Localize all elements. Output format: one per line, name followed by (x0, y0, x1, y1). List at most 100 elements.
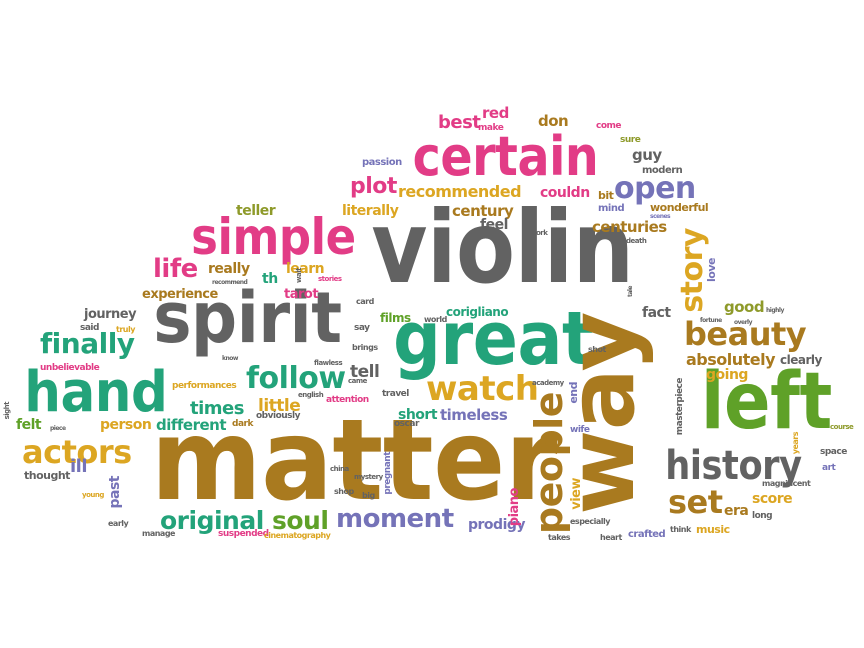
word-card: card (356, 297, 374, 306)
word-overly: overly (734, 319, 753, 326)
word-wife: wife (570, 425, 590, 435)
word-early: early (108, 519, 129, 528)
word-really: really (208, 261, 250, 277)
word-death: death (626, 237, 647, 245)
word-manage: manage (142, 529, 175, 538)
word-mind: mind (598, 203, 625, 214)
word-work: work (530, 229, 548, 237)
word-going: going (706, 367, 748, 383)
word-crafted: crafted (628, 529, 666, 540)
word-especially: especially (570, 517, 610, 526)
word-corigliano: corigliano (446, 305, 509, 319)
word-story: story (675, 228, 710, 313)
word-came: came (348, 377, 367, 385)
word-say: say (354, 323, 370, 333)
word-times: times (190, 398, 244, 419)
word-attention: attention (326, 395, 369, 405)
word-stories: stories (318, 275, 342, 283)
word-space: space (820, 447, 847, 457)
word-spirit: spirit (153, 277, 342, 359)
word-shot: shot (588, 345, 606, 354)
word-suspended: suspended (218, 529, 269, 539)
word-short: short (398, 407, 438, 423)
word-end: end (567, 382, 580, 404)
word-ill: ill (70, 456, 88, 477)
word-young: young (82, 491, 104, 499)
word-recommended: recommended (398, 182, 522, 201)
word-view: view (569, 478, 584, 510)
word-long: long (752, 511, 773, 521)
word-clearly: clearly (780, 353, 822, 367)
word-oscar: oscar (394, 419, 419, 429)
word-highly: highly (766, 307, 784, 314)
word-know: know (222, 355, 238, 362)
word-world: world (424, 315, 447, 324)
word-thought: thought (24, 469, 70, 482)
word-make: make (478, 123, 504, 133)
word-plot: plot (350, 174, 397, 199)
word-fact: fact (642, 305, 671, 321)
word-open: open (614, 171, 696, 206)
word-violin: violin (371, 189, 634, 306)
word-think: think (670, 525, 691, 534)
word-fortune: fortune (700, 317, 722, 324)
word-wait: wait (295, 268, 303, 283)
word-art: art (822, 463, 836, 473)
word-actors: actors (22, 433, 132, 471)
word-score: score (752, 491, 793, 507)
word-dark: dark (232, 419, 253, 429)
word-tell: tell (350, 362, 380, 382)
word-beauty: beauty (684, 315, 807, 353)
word-tale: tale (627, 286, 634, 298)
word-truly: truly (116, 325, 135, 334)
word-performances: performances (172, 381, 237, 391)
word-said: said (80, 323, 99, 333)
word-different: different (156, 416, 227, 434)
word-takes: takes (548, 533, 571, 542)
word-tarot: tarot (284, 287, 319, 302)
word-piece: piece (50, 425, 66, 432)
word-piano: piano (507, 488, 522, 527)
word-best: best (438, 112, 481, 133)
word-felt: felt (16, 417, 42, 433)
word-moment: moment (336, 504, 454, 534)
word-finally: finally (40, 327, 135, 360)
word-pregnant: pregnant (383, 452, 393, 495)
word-obviously: obviously (256, 411, 300, 421)
word-simple: simple (191, 208, 356, 266)
word-journey: journey (84, 307, 137, 322)
word-timeless: timeless (440, 406, 508, 424)
word-english: english (298, 391, 324, 399)
word-past: past (107, 476, 123, 509)
word-left: left (700, 357, 832, 447)
word-soul: soul (272, 506, 329, 535)
word-absolutely: absolutely (686, 350, 776, 369)
word-years: years (791, 432, 800, 455)
word-hand: hand (24, 360, 168, 425)
word-masterpiece: masterpiece (675, 378, 685, 436)
word-little: little (258, 396, 301, 416)
word-centuries: centuries (592, 218, 667, 236)
word-humans: humans (555, 236, 563, 265)
word-person: person (100, 417, 152, 433)
word-academy: academy (532, 379, 564, 387)
word-cinematography: cinematography (264, 531, 331, 540)
word-guy: guy (632, 146, 662, 164)
word-feel: feel (480, 217, 508, 233)
word-recommend: recommend (212, 279, 248, 286)
word-couldn: couldn (540, 185, 590, 201)
word-matter: matter (150, 396, 558, 526)
word-modern: modern (642, 165, 683, 176)
word-music: music (696, 523, 730, 536)
word-th: th (262, 271, 278, 287)
word-era: era (724, 503, 749, 519)
word-magnificent: magnificent (762, 479, 811, 488)
word-travel: travel (382, 389, 409, 399)
word-don: don (538, 112, 569, 130)
word-heart: heart (600, 533, 622, 542)
word-set: set (668, 483, 723, 521)
word-flawless: flawless (314, 359, 343, 367)
word-century: century (452, 202, 514, 220)
word-life: life (153, 254, 198, 284)
